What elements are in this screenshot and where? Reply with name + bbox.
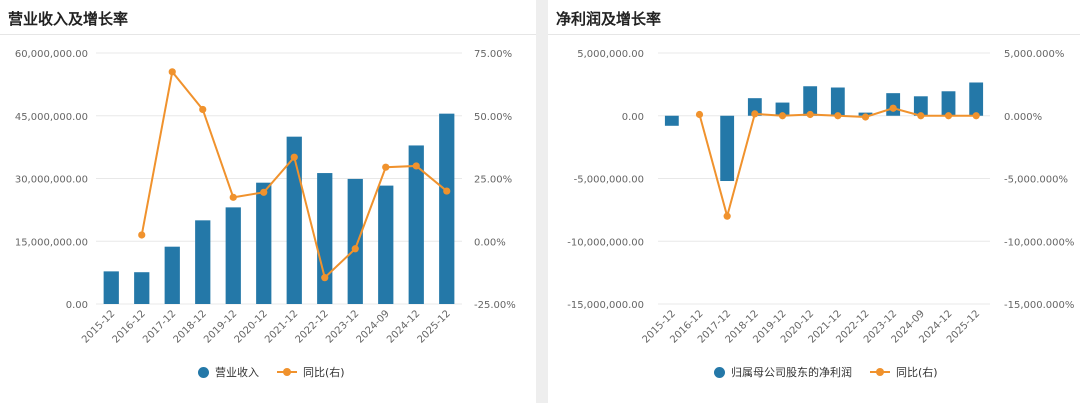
bar bbox=[286, 136, 302, 304]
title-divider bbox=[0, 34, 536, 35]
legend-label-yoy: 同比(右) bbox=[896, 366, 938, 379]
y-right-tick-label: 5,000.000% bbox=[1004, 49, 1064, 60]
bar bbox=[256, 182, 272, 304]
yoy-point bbox=[168, 68, 176, 76]
yoy-point bbox=[944, 112, 953, 120]
yoy-line bbox=[698, 107, 977, 220]
y-right-tick-label: 50.00% bbox=[474, 112, 512, 123]
net-profit-chart-title: 净利润及增长率 bbox=[556, 10, 662, 28]
y-left-tick-label: -15,000,000.00 bbox=[567, 300, 644, 311]
y-left-tick-label: 0.00 bbox=[622, 112, 644, 123]
bar bbox=[969, 82, 984, 116]
y-right-tick-label: 0.00% bbox=[474, 237, 506, 248]
yoy-point bbox=[138, 231, 146, 239]
yoy-point bbox=[972, 112, 980, 120]
y-right-tick-label: 75.00% bbox=[474, 49, 512, 60]
legend-label-net-profit: 归属母公司股东的净利润 bbox=[731, 366, 852, 379]
y-left-tick-label: 5,000,000.00 bbox=[577, 49, 644, 60]
y-left-tick-label: 60,000,000.00 bbox=[15, 49, 88, 60]
revenue-chart-title: 营业收入及增长率 bbox=[8, 10, 129, 28]
legend-bar-marker bbox=[714, 366, 725, 378]
bar bbox=[803, 86, 818, 116]
yoy-point bbox=[290, 153, 298, 161]
yoy-point bbox=[443, 187, 451, 195]
yoy-point bbox=[382, 163, 390, 171]
bar bbox=[747, 98, 762, 116]
yoy-point bbox=[351, 245, 359, 253]
y-left-tick-label: 15,000,000.00 bbox=[15, 237, 88, 248]
yoy-point bbox=[199, 105, 207, 114]
yoy-point bbox=[260, 188, 268, 196]
bar bbox=[913, 96, 928, 116]
legend-bar-marker bbox=[198, 366, 209, 378]
y-left-tick-label: 0.00 bbox=[66, 300, 88, 311]
y-left-tick-label: 30,000,000.00 bbox=[15, 175, 88, 186]
legend-line-marker bbox=[870, 368, 890, 376]
legend-label-revenue: 营业收入 bbox=[215, 366, 259, 379]
bar bbox=[664, 115, 679, 126]
bar bbox=[720, 115, 735, 182]
x-tick-label: 2025-12 bbox=[416, 308, 453, 345]
bar bbox=[195, 220, 211, 304]
yoy-point bbox=[751, 110, 759, 118]
revenue-chart-panel: 营业收入及增长率 0.00 15,000,000.00 30,000,000.00 4… bbox=[0, 0, 536, 403]
title-divider bbox=[548, 34, 1080, 35]
yoy-point bbox=[695, 110, 704, 119]
yoy-point bbox=[806, 110, 814, 119]
bar bbox=[103, 271, 119, 304]
bar bbox=[775, 102, 790, 116]
bar bbox=[886, 93, 901, 116]
y-left-tick-label: -10,000,000.00 bbox=[567, 237, 644, 248]
yoy-point bbox=[778, 112, 787, 120]
legend-label-yoy: 同比(右) bbox=[303, 366, 345, 379]
legend-item-yoy[interactable]: 同比(右) bbox=[277, 364, 345, 380]
bar bbox=[439, 113, 455, 305]
y-right-tick-label: 0.000% bbox=[1004, 112, 1042, 123]
y-left-tick-label: 45,000,000.00 bbox=[15, 112, 88, 123]
bar bbox=[317, 173, 333, 304]
y-right-tick-label: -5,000.000% bbox=[1004, 175, 1068, 186]
y-right-tick-label: -25.00% bbox=[474, 300, 516, 311]
legend-item-revenue[interactable]: 营业收入 bbox=[198, 364, 259, 380]
bar bbox=[408, 145, 424, 304]
legend-item-net-profit[interactable]: 归属母公司股东的净利润 bbox=[714, 364, 852, 380]
yoy-point bbox=[412, 162, 420, 170]
yoy-point bbox=[229, 193, 237, 201]
bar bbox=[941, 91, 956, 116]
revenue-chart-legend[interactable]: 营业收入 同比(右) bbox=[198, 364, 345, 380]
yoy-point bbox=[321, 274, 329, 282]
legend-line-marker bbox=[277, 368, 297, 376]
y-right-tick-label: 25.00% bbox=[474, 175, 512, 186]
bar bbox=[830, 87, 845, 116]
y-left-tick-label: -5,000,000.00 bbox=[574, 175, 644, 186]
net-profit-chart-legend[interactable]: 归属母公司股东的净利润 同比(右) bbox=[714, 364, 938, 380]
legend-item-yoy[interactable]: 同比(右) bbox=[870, 364, 938, 380]
net-profit-chart-svg: -15,000,000.00 -10,000,000.00 -5,000,000.0… bbox=[567, 49, 1074, 346]
bar bbox=[378, 185, 394, 304]
yoy-point bbox=[834, 112, 842, 120]
yoy-point bbox=[723, 212, 731, 220]
yoy-point bbox=[917, 112, 925, 120]
y-right-tick-label: -15,000.000% bbox=[1004, 300, 1074, 311]
bar bbox=[164, 246, 180, 304]
bar bbox=[347, 178, 363, 304]
net-profit-chart-panel: 净利润及增长率 -15,000,000.00 -10,000,000.00 -5,0… bbox=[548, 0, 1080, 403]
revenue-chart-svg: 0.00 15,000,000.00 30,000,000.00 45,000,000… bbox=[15, 49, 516, 346]
yoy-point bbox=[861, 113, 870, 121]
bar bbox=[225, 207, 241, 304]
bar bbox=[134, 272, 150, 304]
yoy-point bbox=[889, 104, 897, 112]
y-right-tick-label: -10,000.000% bbox=[1004, 237, 1074, 248]
